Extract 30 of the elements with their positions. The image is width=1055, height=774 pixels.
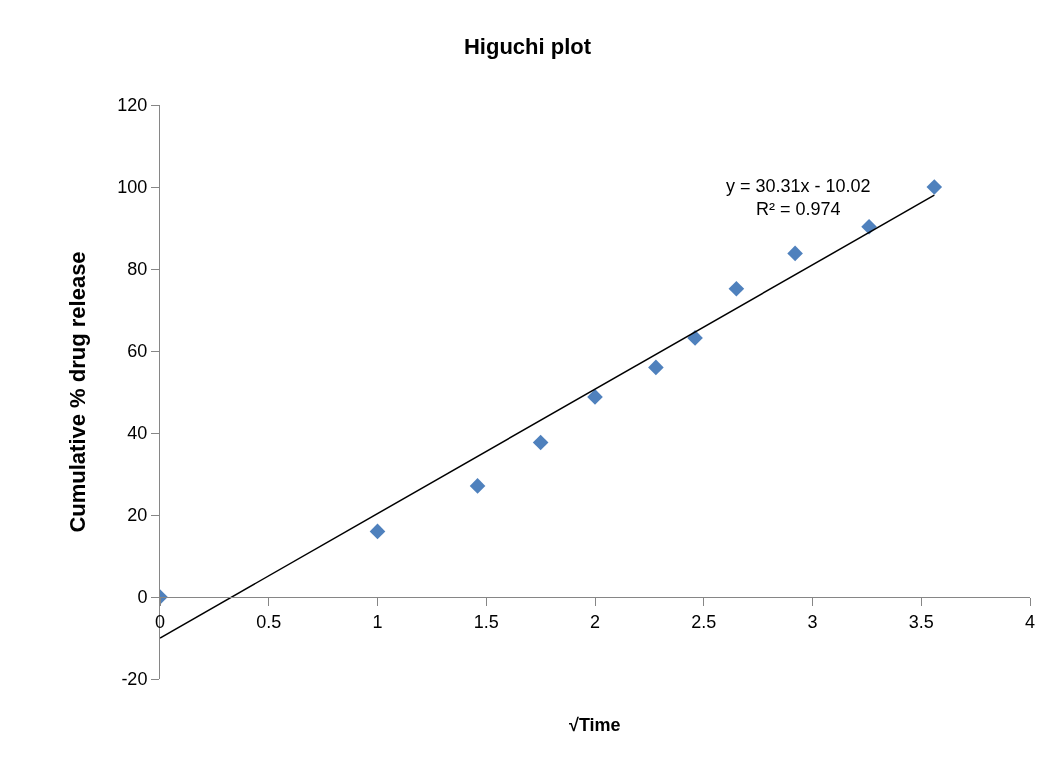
point	[926, 179, 943, 195]
point	[587, 389, 603, 405]
x-axis-title: √Time	[569, 715, 621, 735]
y-tick-label: 120	[117, 95, 148, 116]
y-tick-label: 60	[127, 341, 148, 362]
point	[648, 359, 664, 376]
x-tick-label: 0	[154, 611, 166, 632]
x-tick-label: 1.5	[473, 611, 499, 632]
point	[728, 280, 745, 297]
x-tick-label: 1	[372, 611, 383, 632]
x-tick-label: 2.5	[691, 611, 717, 632]
point	[787, 245, 803, 262]
annotation: y = 30.31x - 10.02 R² = 0.974	[726, 176, 871, 220]
y-tick-label: 0	[137, 587, 148, 608]
y-tick-label: 80	[127, 259, 148, 280]
y-axis-title: Cumulative % drug release	[65, 251, 91, 533]
y-tick-label: 40	[127, 423, 148, 444]
point	[532, 434, 549, 451]
x-tick-label: 2	[589, 611, 601, 632]
y-tick-label: 20	[127, 505, 148, 526]
point	[369, 523, 386, 540]
y-tick-label: -20	[121, 669, 148, 690]
x-tick-label: 3.5	[908, 611, 934, 632]
y-tick-label: 100	[117, 177, 148, 198]
x-tick-label: 3	[807, 611, 818, 632]
chart-title: Higuchi plot	[463, 34, 592, 60]
x-tick-label: 0.5	[256, 611, 282, 632]
x-tick-label: 4	[1024, 611, 1036, 632]
point	[861, 218, 877, 235]
point	[469, 478, 486, 494]
